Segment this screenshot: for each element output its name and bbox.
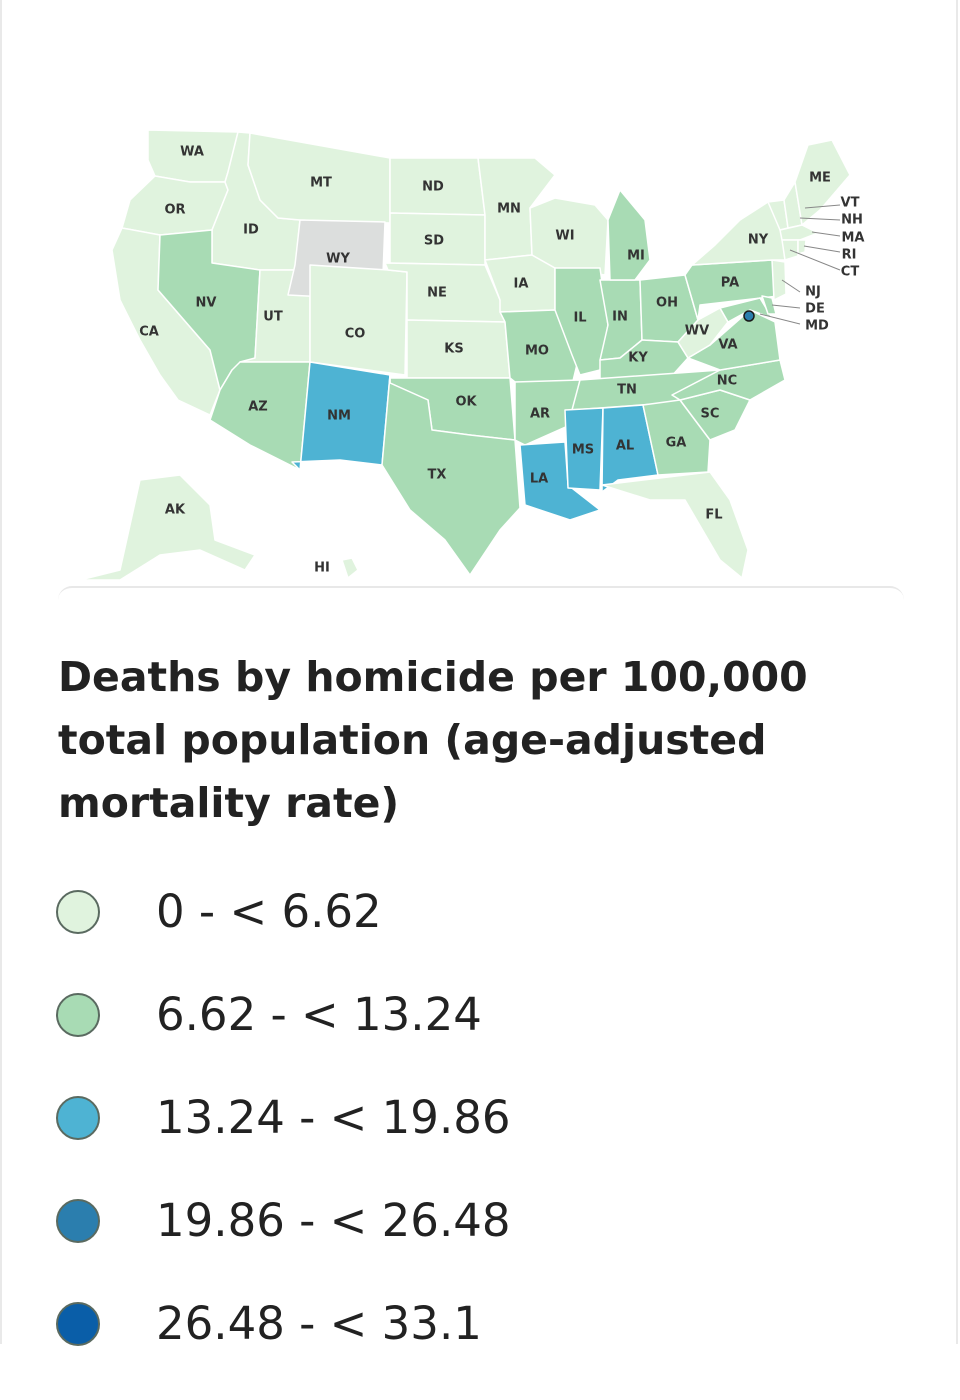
label-NC: NC [717,374,737,389]
label-KS: KS [444,342,463,357]
label-CA: CA [139,325,159,340]
section-divider [58,586,904,602]
label-MA: MA [842,231,865,246]
legend-title: Deaths by homicide per 100,000 total pop… [58,653,808,827]
state-DE[interactable] [761,295,777,315]
label-LA: LA [530,472,548,487]
label-DE: DE [805,302,825,317]
label-ME: ME [809,171,831,186]
label-NH: NH [841,213,863,228]
legend-item: 26.48 - < 33.1 [56,1297,511,1400]
legend-item: 6.62 - < 13.24 [56,988,511,1091]
legend-item: 13.24 - < 19.86 [56,1091,511,1194]
label-MN: MN [497,202,521,217]
label-CO: CO [345,327,366,342]
label-UT: UT [263,310,283,325]
label-MD: MD [805,319,829,334]
label-CT: CT [841,265,860,280]
label-AR: AR [530,407,550,422]
label-AL: AL [616,439,634,454]
label-NE: NE [427,286,447,301]
legend-label: 0 - < 6.62 [156,885,382,938]
state-AK[interactable] [79,474,256,581]
label-IL: IL [573,311,586,326]
state-labels: WA OR CA ID NV UT AZ MT WY CO NM ND SD N… [139,145,864,576]
label-WA: WA [180,145,204,160]
label-SD: SD [424,234,444,249]
page-frame [0,0,958,1344]
state-NJ[interactable] [771,259,787,301]
label-WI: WI [555,229,574,244]
label-WY: WY [326,252,350,267]
label-OH: OH [656,296,678,311]
label-TN: TN [617,383,637,398]
legend-item: 19.86 - < 26.48 [56,1194,511,1297]
state-RI[interactable] [797,239,807,255]
label-VA: VA [718,338,737,353]
state-ME[interactable] [794,139,851,226]
label-VT: VT [841,196,860,211]
label-NV: NV [196,296,217,311]
label-MS: MS [572,443,594,458]
state-LA[interactable] [519,441,601,521]
label-HI: HI [314,561,330,576]
label-GA: GA [666,436,687,451]
state-MS[interactable] [564,407,604,491]
label-AK: AK [165,503,186,518]
state-HI[interactable] [341,557,359,579]
legend-label: 19.86 - < 26.48 [156,1194,511,1247]
state-NY[interactable] [691,201,786,266]
us-map-svg: WA OR CA ID NV UT AZ MT WY CO NM ND SD N… [79,129,865,581]
legend-label: 26.48 - < 33.1 [156,1297,482,1350]
label-IN: IN [612,310,628,325]
label-MI: MI [627,249,645,264]
legend-swatch [56,890,100,934]
legend-swatch [56,1096,100,1140]
label-SC: SC [701,407,720,422]
state-AR[interactable] [514,379,581,446]
choropleth-map: WA OR CA ID NV UT AZ MT WY CO NM ND SD N… [60,100,920,590]
state-WI[interactable] [529,197,609,276]
label-NY: NY [748,233,769,248]
label-IA: IA [514,277,529,292]
legend-swatch [56,1199,100,1243]
label-WV: WV [685,324,709,339]
label-ID: ID [243,223,259,238]
label-ND: ND [422,180,444,195]
label-MO: MO [525,344,549,359]
state-AL[interactable] [601,404,659,493]
label-TX: TX [428,468,447,483]
legend: 0 - < 6.62 6.62 - < 13.24 13.24 - < 19.8… [56,885,511,1400]
label-FL: FL [705,508,722,523]
label-NJ: NJ [805,285,821,300]
label-PA: PA [721,276,739,291]
state-FL[interactable] [601,471,749,579]
label-OR: OR [164,203,185,218]
label-NM: NM [327,409,351,424]
state-MI[interactable] [607,189,651,281]
label-OK: OK [455,395,477,410]
label-KY: KY [628,351,648,366]
legend-swatch [56,993,100,1037]
legend-swatch [56,1302,100,1346]
label-MT: MT [310,176,332,191]
state-MA[interactable] [779,224,819,241]
legend-label: 6.62 - < 13.24 [156,988,482,1041]
state-TX[interactable] [381,374,521,576]
state-IL[interactable] [554,267,609,376]
legend-label: 13.24 - < 19.86 [156,1091,511,1144]
state-CO[interactable] [309,264,408,376]
legend-item: 0 - < 6.62 [56,885,511,988]
state-DC[interactable] [743,310,755,322]
callout-lines [759,204,841,325]
label-RI: RI [842,248,857,263]
label-AZ: AZ [248,400,268,415]
